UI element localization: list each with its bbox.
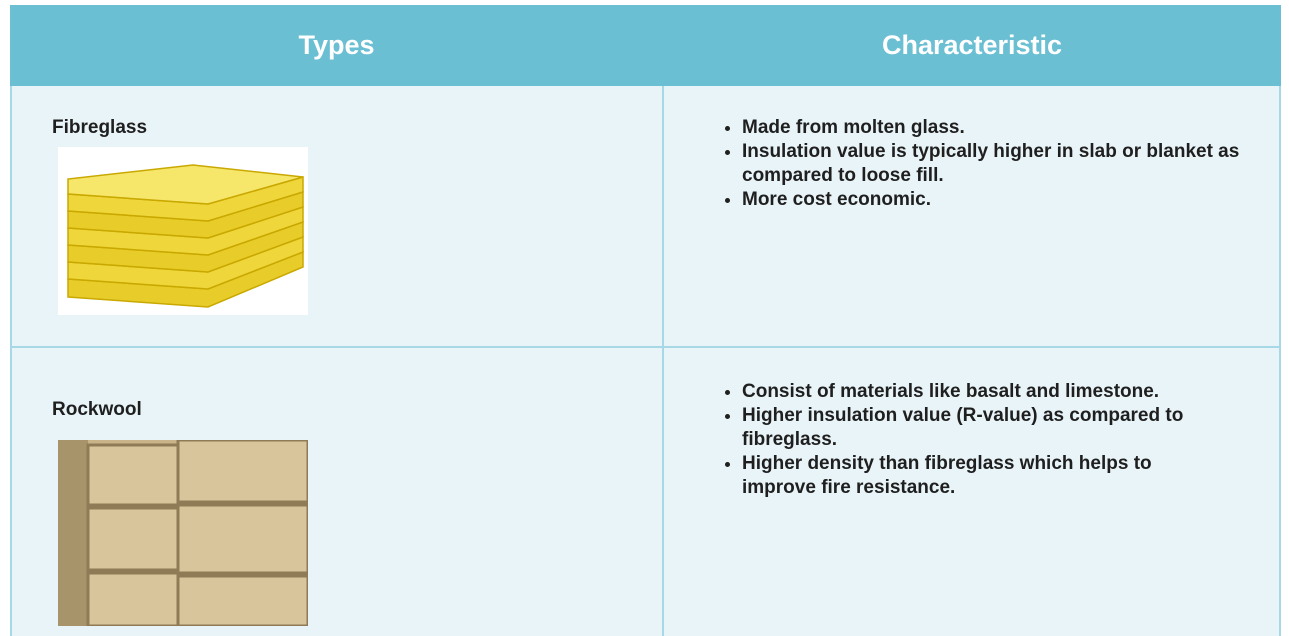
characteristic-list: Consist of materials like basalt and lim…	[700, 380, 1212, 500]
characteristic: Higher density than fibreglass which hel…	[742, 452, 1212, 500]
border	[662, 86, 664, 636]
type-label: Fibreglass	[52, 117, 148, 138]
rockwool-image	[58, 440, 308, 626]
header-cell: Types	[10, 5, 663, 86]
border	[10, 86, 12, 636]
characteristic: More cost economic.	[742, 188, 1289, 212]
characteristic: Consist of materials like basalt and lim…	[742, 380, 1212, 404]
characteristic-list: Made from molten glass. Insulation value…	[700, 116, 1289, 212]
characteristic: Made from molten glass.	[742, 116, 1289, 140]
header-text: Characteristic	[881, 30, 1063, 60]
fibreglass-image	[58, 147, 308, 315]
characteristic: Higher insulation value (R-value) as com…	[742, 404, 1212, 452]
border	[10, 346, 1281, 348]
type-label: Rockwool	[52, 399, 142, 420]
border	[1279, 86, 1281, 636]
header-cell: Characteristic	[663, 5, 1281, 86]
header-text: Types	[298, 30, 375, 60]
characteristic: Insulation value is typically higher in …	[742, 140, 1289, 188]
